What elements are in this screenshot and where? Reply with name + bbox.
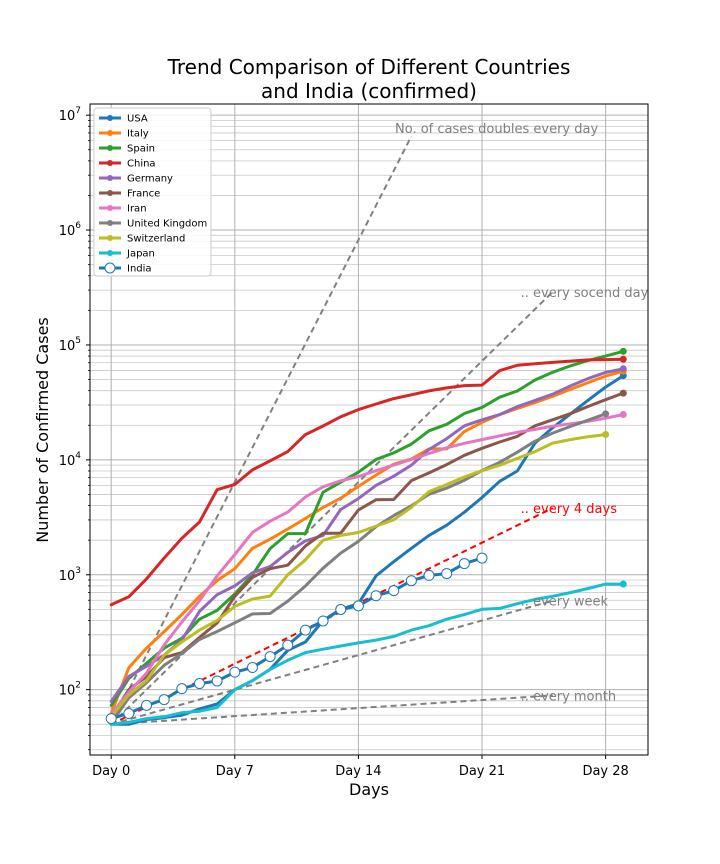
data-point [335, 603, 347, 615]
x-tick-label: Day 7 [216, 764, 254, 779]
y-axis-label: Number of Confirmed Cases [33, 317, 52, 543]
series-line [109, 349, 625, 707]
series-line [109, 413, 625, 716]
plot-frame [89, 103, 649, 756]
data-point [458, 558, 470, 570]
legend-label: USA [127, 114, 148, 125]
y-tick-label: 107 [59, 106, 81, 124]
data-point [229, 666, 241, 678]
reference-label: .. every month [521, 689, 616, 704]
data-point [176, 683, 188, 695]
series-line [109, 357, 625, 607]
legend: USA Italy Spain China Germany France Iran Unite… [93, 107, 212, 277]
chart-title-line-2: and India (confirmed) [261, 79, 477, 103]
reference-label: .. every week [521, 595, 609, 610]
legend-marker [107, 175, 113, 181]
data-point [441, 568, 453, 580]
data-point [476, 552, 488, 564]
legend-marker [107, 160, 113, 166]
x-tick-label: Day 0 [92, 764, 130, 779]
series-line [109, 433, 608, 719]
series-line [109, 412, 608, 725]
legend-marker [107, 250, 113, 256]
x-axis-label: Days [349, 780, 389, 799]
data-point [602, 431, 610, 439]
legend-marker [107, 220, 113, 226]
data-point [619, 411, 627, 419]
data-point [299, 624, 311, 636]
chart-title-line-1: Trend Comparison of Different Countries [167, 55, 571, 79]
legend-label: France [127, 189, 160, 200]
legend-label: Italy [127, 129, 149, 140]
reference-label: .. every 4 days [521, 502, 618, 517]
data-point [352, 600, 364, 612]
legend-marker [107, 235, 113, 241]
y-tick-label: 106 [59, 221, 82, 239]
series-line [109, 556, 484, 721]
legend-marker [107, 130, 113, 136]
legend-marker [104, 262, 116, 274]
data-point [602, 410, 610, 418]
series-line [109, 582, 625, 726]
data-point [423, 569, 435, 581]
reference-line [110, 599, 553, 726]
data-point [619, 355, 627, 363]
data-point [123, 708, 135, 720]
data-point [370, 590, 382, 602]
data-point [619, 347, 627, 355]
data-point [282, 639, 294, 651]
data-point [105, 713, 117, 725]
reference-label: No. of cases doubles every day [395, 122, 598, 137]
legend-box [93, 107, 212, 277]
y-tick-label: 102 [59, 681, 81, 699]
data-point [317, 615, 329, 627]
legend-label: China [127, 159, 156, 170]
y-tick-label: 104 [59, 451, 82, 469]
reference-label: .. every socend day [521, 286, 649, 301]
x-tick-label: Day 14 [335, 764, 381, 779]
legend-label: Germany [127, 174, 173, 185]
x-tick-label: Day 21 [459, 764, 505, 779]
reference-line [111, 694, 553, 726]
reference-labels: No. of cases doubles every day .. every s… [395, 122, 649, 704]
data-point [193, 678, 205, 690]
legend-label: Spain [127, 144, 155, 155]
data-point [388, 585, 400, 597]
data-point [405, 575, 417, 587]
data-point [246, 661, 258, 673]
reference-line [110, 135, 413, 725]
data-point [619, 580, 627, 588]
series-lines [105, 347, 627, 726]
data-point [619, 365, 627, 373]
legend-label: Iran [127, 204, 147, 215]
x-axis: Day 0 Day 7 Day 14 Day 21 Day 28 [92, 755, 629, 779]
legend-label: Switzerland [127, 234, 185, 245]
data-point [619, 389, 627, 397]
y-tick-label: 105 [59, 336, 81, 354]
data-point [158, 694, 170, 706]
legend-label: United Kingdom [127, 219, 207, 230]
legend-label: India [127, 264, 152, 275]
y-tick-label: 103 [59, 566, 81, 584]
y-axis: 102 103 104 105 106 107 [59, 106, 90, 751]
data-point [211, 675, 223, 687]
series-line [109, 369, 625, 715]
legend-marker [107, 190, 113, 196]
data-point [141, 699, 153, 711]
legend-marker [107, 145, 113, 151]
legend-marker [107, 205, 113, 211]
data-point [264, 651, 276, 663]
legend-marker [107, 115, 113, 121]
series-line [109, 367, 625, 703]
legend-label: Japan [126, 249, 155, 260]
x-tick-label: Day 28 [582, 764, 628, 779]
